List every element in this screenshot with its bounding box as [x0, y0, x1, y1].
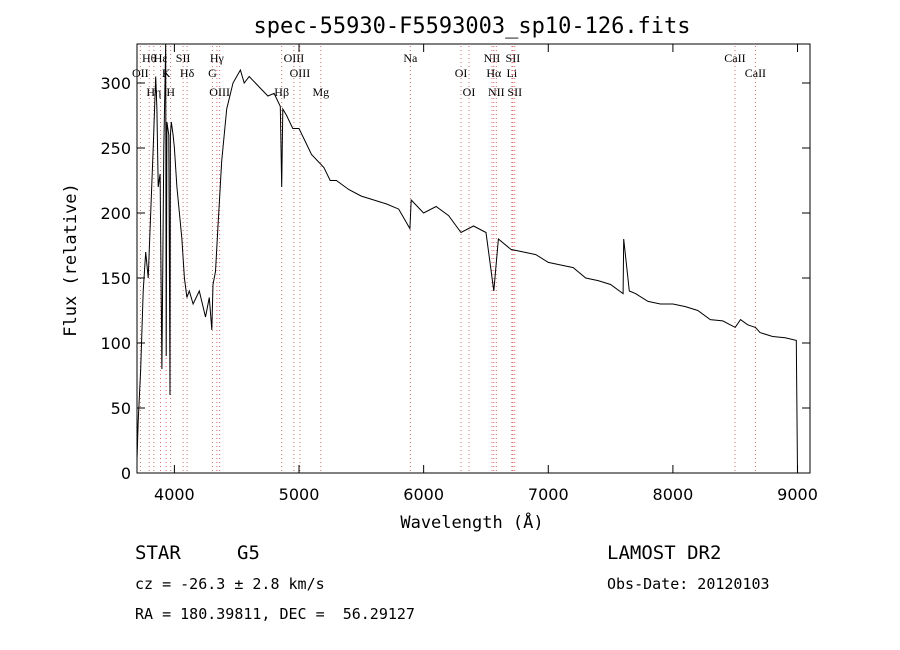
y-tick-label: 200: [100, 204, 131, 223]
marker-label-sii: SII: [506, 51, 521, 65]
coordinates: RA = 180.39811, DEC = 56.29127: [135, 605, 415, 623]
chart-title: spec-55930-F5593003_sp10-126.fits: [253, 14, 690, 39]
object-subclass: G5: [237, 542, 260, 564]
y-axis-label: Flux (relative): [61, 183, 81, 337]
marker-label-sii: SII: [176, 51, 191, 65]
marker-label-g: G: [208, 66, 217, 80]
y-tick-label: 300: [100, 74, 131, 93]
x-tick-label: 9000: [777, 485, 818, 504]
marker-label-h: H: [166, 85, 175, 99]
marker-label-oii: OII: [132, 66, 149, 80]
x-tick-label: 5000: [279, 485, 320, 504]
survey-name: LAMOST DR2: [607, 542, 722, 564]
y-axis-ticks: 0 50 100 150 200 250 300: [100, 74, 810, 483]
marker-label-hε: Hε: [154, 51, 168, 65]
marker-label-hη: Hη: [146, 85, 161, 99]
marker-label-hδ: Hδ: [180, 66, 195, 80]
line-marker-labels: HθOIIHηHεKHSIIHδOIIIHγGHβOIIIOIIIMgNaOIO…: [132, 51, 766, 99]
x-tick-label: 6000: [403, 485, 444, 504]
marker-label-mg: Mg: [312, 85, 329, 99]
marker-label-hβ: Hβ: [274, 85, 289, 99]
y-tick-label: 100: [100, 334, 131, 353]
marker-label-hα: Hα: [486, 66, 502, 80]
marker-label-sii: SII: [507, 85, 522, 99]
marker-label-na: Na: [403, 51, 418, 65]
observation-date: Obs-Date: 20120103: [607, 575, 770, 593]
marker-label-oiii: OIII: [284, 51, 305, 65]
line-markers: [139, 46, 756, 473]
marker-label-k: K: [162, 66, 171, 80]
y-tick-label: 50: [111, 399, 131, 418]
y-tick-label: 0: [121, 464, 131, 483]
x-tick-label: 7000: [528, 485, 569, 504]
x-axis-label: Wavelength (Å): [400, 511, 543, 533]
marker-label-oiii: OIII: [209, 85, 230, 99]
y-tick-label: 250: [100, 139, 131, 158]
marker-label-hθ: Hθ: [142, 51, 157, 65]
x-tick-label: 4000: [154, 485, 195, 504]
marker-label-caii: CaII: [745, 66, 766, 80]
x-axis-ticks: 4000 5000 6000 7000 8000 9000: [154, 44, 818, 504]
marker-label-hγ: Hγ: [210, 51, 225, 65]
object-class: STAR: [135, 542, 181, 564]
marker-label-oiii: OIII: [290, 66, 311, 80]
marker-label-li: Li: [507, 66, 518, 80]
spectrum-series-line: [136, 43, 798, 474]
x-tick-label: 8000: [653, 485, 694, 504]
marker-label-caii: CaII: [724, 51, 745, 65]
y-tick-label: 150: [100, 269, 131, 288]
marker-label-oi: OI: [455, 66, 468, 80]
marker-label-nii: NII: [488, 85, 505, 99]
plot-frame: [136, 43, 811, 474]
redshift-value: cz = -26.3 ± 2.8 km/s: [135, 575, 325, 593]
marker-label-nii: NII: [484, 51, 501, 65]
marker-label-oi: OI: [463, 85, 476, 99]
